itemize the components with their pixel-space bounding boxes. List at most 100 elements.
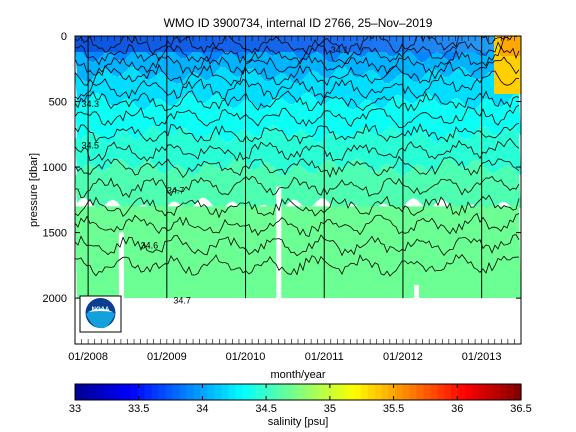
colorbar-cell [388, 384, 397, 400]
colorbar-cell [256, 384, 264, 400]
colorbar-cell [472, 384, 480, 400]
colorbar-cell [95, 384, 104, 400]
contour-line [75, 212, 520, 238]
colorbar-cell [270, 384, 278, 400]
colorbar-cell [479, 384, 487, 400]
colorbar-cell [214, 384, 222, 400]
colorbar-cell [298, 384, 306, 400]
salinity-bands [75, 36, 521, 299]
contour-line [75, 234, 520, 257]
colorbar-tick-label: 35.5 [383, 403, 404, 415]
salinity-band [75, 125, 521, 176]
salinity-contours [75, 36, 520, 277]
contour-line [75, 194, 520, 219]
contour-label: 34.3 [82, 99, 100, 109]
contour-line [75, 104, 520, 129]
chart-title: WMO ID 3900734, internal ID 2766, 25–Nov… [164, 16, 433, 30]
colorbar-cell [221, 384, 229, 400]
colorbar-cell [486, 384, 494, 400]
colorbar-cell [179, 384, 188, 400]
colorbar-cell [451, 384, 459, 400]
colorbar-cell [339, 384, 348, 400]
contour-label: 34.6 [141, 240, 159, 250]
colorbar-cell [165, 384, 174, 400]
y-axis-label: pressure [dbar] [28, 153, 40, 227]
contour-line [75, 70, 519, 100]
contour-label: 34.7 [167, 185, 185, 195]
colorbar: 33 33.5 34 34.5 35 35.5 36 36.5 [69, 383, 532, 415]
y-tick-label: 500 [49, 97, 67, 109]
colorbar-cell [430, 384, 438, 400]
colorbar-cell [367, 384, 376, 400]
x-tick-label: 01/2013 [462, 351, 502, 363]
contour-line [75, 36, 506, 56]
contour-line [75, 175, 520, 199]
salinity-band [75, 66, 521, 111]
plot-area: 34.1 34.3 34.5 34.7 34.6 34.7 [75, 36, 521, 344]
colorbar-cell [123, 384, 132, 400]
colorbar-cell [381, 384, 390, 400]
contour-line [75, 254, 520, 277]
colorbar-tick-label: 33 [69, 403, 81, 415]
colorbar-cell [423, 384, 432, 400]
contour-line [75, 90, 520, 112]
colorbar-cell [500, 384, 508, 400]
colorbar-cell [360, 384, 369, 400]
profile-lines [87, 36, 483, 299]
colorbar-cell [263, 384, 271, 400]
colorbar-cell [284, 384, 292, 400]
x-axis-label: month/year [270, 369, 325, 381]
y-tick-label: 1500 [43, 228, 67, 240]
colorbar-cell [109, 384, 118, 400]
colorbar-cell [81, 384, 90, 400]
contour-line [75, 122, 520, 145]
colorbar-cell [137, 384, 146, 400]
x-tick-label: 01/2011 [305, 351, 344, 363]
colorbar-cell [130, 384, 139, 400]
data-gap [414, 285, 420, 299]
colorbar-tick-label: 36 [451, 403, 463, 415]
x-tick-label: 01/2008 [68, 351, 108, 363]
colorbar-cell [228, 384, 236, 400]
colorbar-frame [74, 383, 522, 401]
contour-label: 34.5 [82, 141, 100, 151]
contour-label: 34.1 [331, 45, 349, 55]
colorbar-cell [395, 384, 404, 400]
colorbar-tick-label: 33.5 [128, 403, 149, 415]
colorbar-cell [318, 384, 327, 400]
contour-line [75, 137, 520, 162]
colorbar-cell [242, 384, 250, 400]
colorbar-cell [249, 384, 257, 400]
colorbar-tick-label: 35 [324, 403, 336, 415]
contour-line [75, 36, 518, 66]
colorbar-cell [444, 384, 452, 400]
colorbar-tick-label: 34.5 [255, 403, 276, 415]
colorbar-cell [193, 384, 202, 400]
colorbar-cell [186, 384, 195, 400]
colorbar-cell [346, 384, 355, 400]
colorbar-cell [374, 384, 383, 400]
colorbar-cell [493, 384, 501, 400]
colorbar-cell [465, 384, 473, 400]
colorbar-label: salinity [psu] [268, 416, 329, 428]
contour-line [75, 45, 520, 76]
colorbar-cell [207, 384, 215, 400]
x-tick-label: 01/2010 [226, 351, 266, 363]
colorbar-cell [507, 384, 515, 400]
contour-labels: 34.1 34.3 34.5 34.7 34.6 34.7 [82, 45, 349, 305]
y-tick-label: 1000 [43, 162, 67, 174]
colorbar-cell [144, 384, 153, 400]
x-axis: 01/2008 01/2009 01/2010 01/2011 01/2012 01/20… [68, 36, 522, 363]
colorbar-cell [75, 384, 83, 400]
colorbar-cell [402, 384, 411, 400]
salinity-band [75, 92, 521, 144]
colorbar-cell [304, 384, 313, 400]
colorbar-cell [200, 384, 209, 400]
colorbar-cell [458, 384, 466, 400]
colorbar-cell [311, 384, 320, 400]
colorbar-cell [514, 384, 522, 400]
x-tick-label: 01/2012 [383, 351, 423, 363]
colorbar-cell [291, 384, 299, 400]
y-axis: 0 500 1000 1500 2000 [43, 31, 521, 305]
salty-surface-patch-2 [500, 36, 521, 56]
